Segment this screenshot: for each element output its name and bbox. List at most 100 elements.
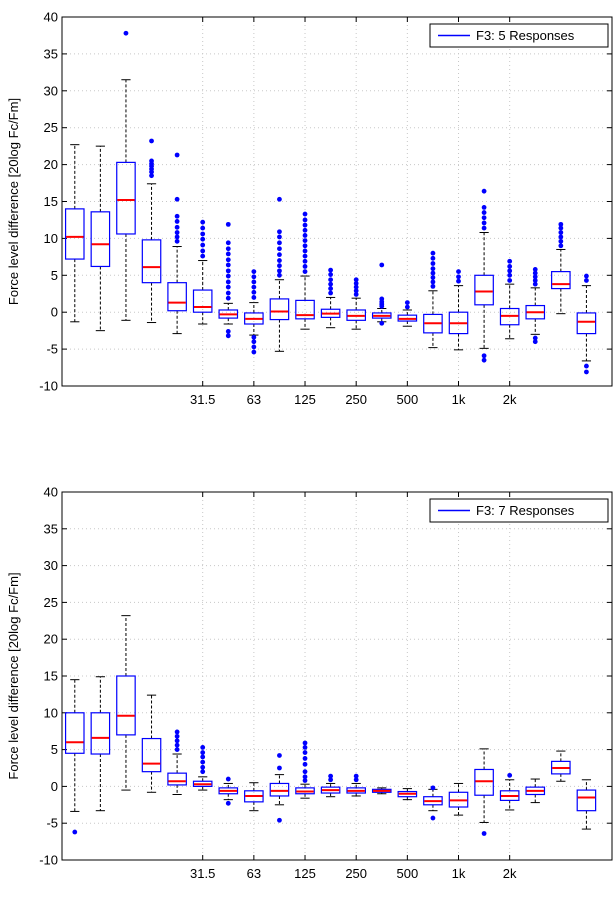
x-tick-label: 31.5 (190, 866, 215, 881)
x-tick-label: 500 (396, 392, 418, 407)
outlier-point (353, 777, 359, 783)
outlier-point (302, 222, 308, 228)
outlier-point (328, 272, 334, 277)
outlier-point (251, 334, 257, 340)
x-tick-label: 2k (503, 866, 517, 881)
box-13 (371, 787, 392, 795)
outlier-point (302, 740, 308, 746)
box-iqr (346, 787, 366, 794)
outlier-point (302, 744, 308, 750)
legend: F3: 5 Responses (429, 23, 609, 48)
outlier-point (302, 750, 308, 755)
outlier-point (430, 261, 436, 266)
outlier-point (251, 289, 257, 295)
box-iqr (474, 768, 494, 796)
outlier-point (302, 756, 308, 761)
outlier-point (584, 369, 589, 375)
outlier-point (532, 274, 538, 280)
x-tick-label: 250 (345, 392, 367, 407)
box-16 (448, 782, 469, 816)
y-tick-label: 15 (44, 669, 58, 684)
outlier-point (200, 754, 206, 760)
axes-frame (61, 16, 613, 387)
box-iqr (371, 788, 392, 793)
x-tick-label: 250 (345, 866, 367, 881)
outlier-point (430, 275, 436, 280)
outlier-point (430, 266, 436, 272)
outlier-point (584, 273, 589, 279)
x-tick-label: 125 (294, 866, 316, 881)
outlier-point (481, 353, 487, 359)
box-6 (192, 219, 213, 325)
box-4 (141, 694, 162, 793)
box-iqr (423, 796, 443, 806)
outlier-point (277, 234, 282, 240)
outlier-point (174, 733, 180, 739)
outlier-point (430, 815, 436, 821)
outlier-point (251, 284, 257, 290)
outlier-point (353, 292, 359, 297)
outlier-point (200, 242, 206, 248)
box-iqr (499, 307, 520, 326)
outlier-point (225, 257, 231, 263)
box-21 (576, 779, 597, 830)
outlier-point (277, 258, 282, 263)
outlier-point (174, 729, 180, 735)
outlier-point (200, 769, 206, 775)
outlier-point (277, 263, 282, 269)
outlier-point (456, 278, 461, 284)
box-7 (218, 776, 239, 806)
outlier-point (225, 800, 231, 806)
outlier-point (507, 268, 513, 274)
outlier-point (481, 225, 487, 231)
y-tick-label: 20 (44, 157, 58, 172)
box-8 (244, 782, 264, 812)
outlier-point (225, 776, 231, 782)
outlier-point (481, 188, 487, 194)
box-14 (397, 788, 418, 801)
outlier-point (174, 230, 180, 235)
outlier-point (277, 252, 282, 258)
outlier-point (328, 281, 334, 287)
box-5 (167, 729, 187, 795)
box-19 (525, 778, 546, 804)
y-tick-label: -5 (46, 342, 58, 357)
y-tick-label: 5 (51, 268, 58, 283)
outlier-point (302, 269, 308, 275)
box-iqr (525, 304, 546, 320)
x-tick-label: 1k (452, 392, 466, 407)
y-tick-label: 25 (44, 120, 58, 135)
outlier-point (251, 295, 257, 300)
outlier-point (507, 278, 513, 283)
outlier-point (302, 243, 308, 249)
outlier-point (200, 764, 206, 770)
box-iqr (116, 675, 136, 736)
outlier-point (200, 750, 206, 755)
outlier-point (174, 196, 180, 202)
y-tick-label: 5 (51, 742, 58, 757)
outlier-point (507, 264, 513, 269)
outlier-point (225, 328, 231, 334)
outlier-point (353, 281, 359, 286)
outlier-point (404, 304, 410, 310)
outlier-point (558, 221, 564, 227)
outlier-point (174, 747, 180, 752)
box-iqr (576, 312, 597, 335)
outlier-point (174, 234, 180, 240)
box-iqr (371, 312, 392, 319)
box-9 (269, 196, 290, 352)
box-2 (90, 676, 111, 812)
outlier-point (430, 255, 436, 261)
outlier-point (430, 283, 436, 289)
box-7 (218, 221, 239, 339)
legend: F3: 7 Responses (429, 498, 609, 523)
box-iqr (167, 282, 187, 312)
outlier-point (379, 296, 385, 302)
box-iqr (141, 737, 162, 773)
y-tick-label: 40 (44, 485, 58, 500)
box-iqr (218, 309, 239, 319)
outlier-point (302, 258, 308, 264)
box-iqr (218, 787, 239, 795)
outlier-point (584, 363, 589, 369)
y-tick-label: 40 (44, 10, 58, 25)
